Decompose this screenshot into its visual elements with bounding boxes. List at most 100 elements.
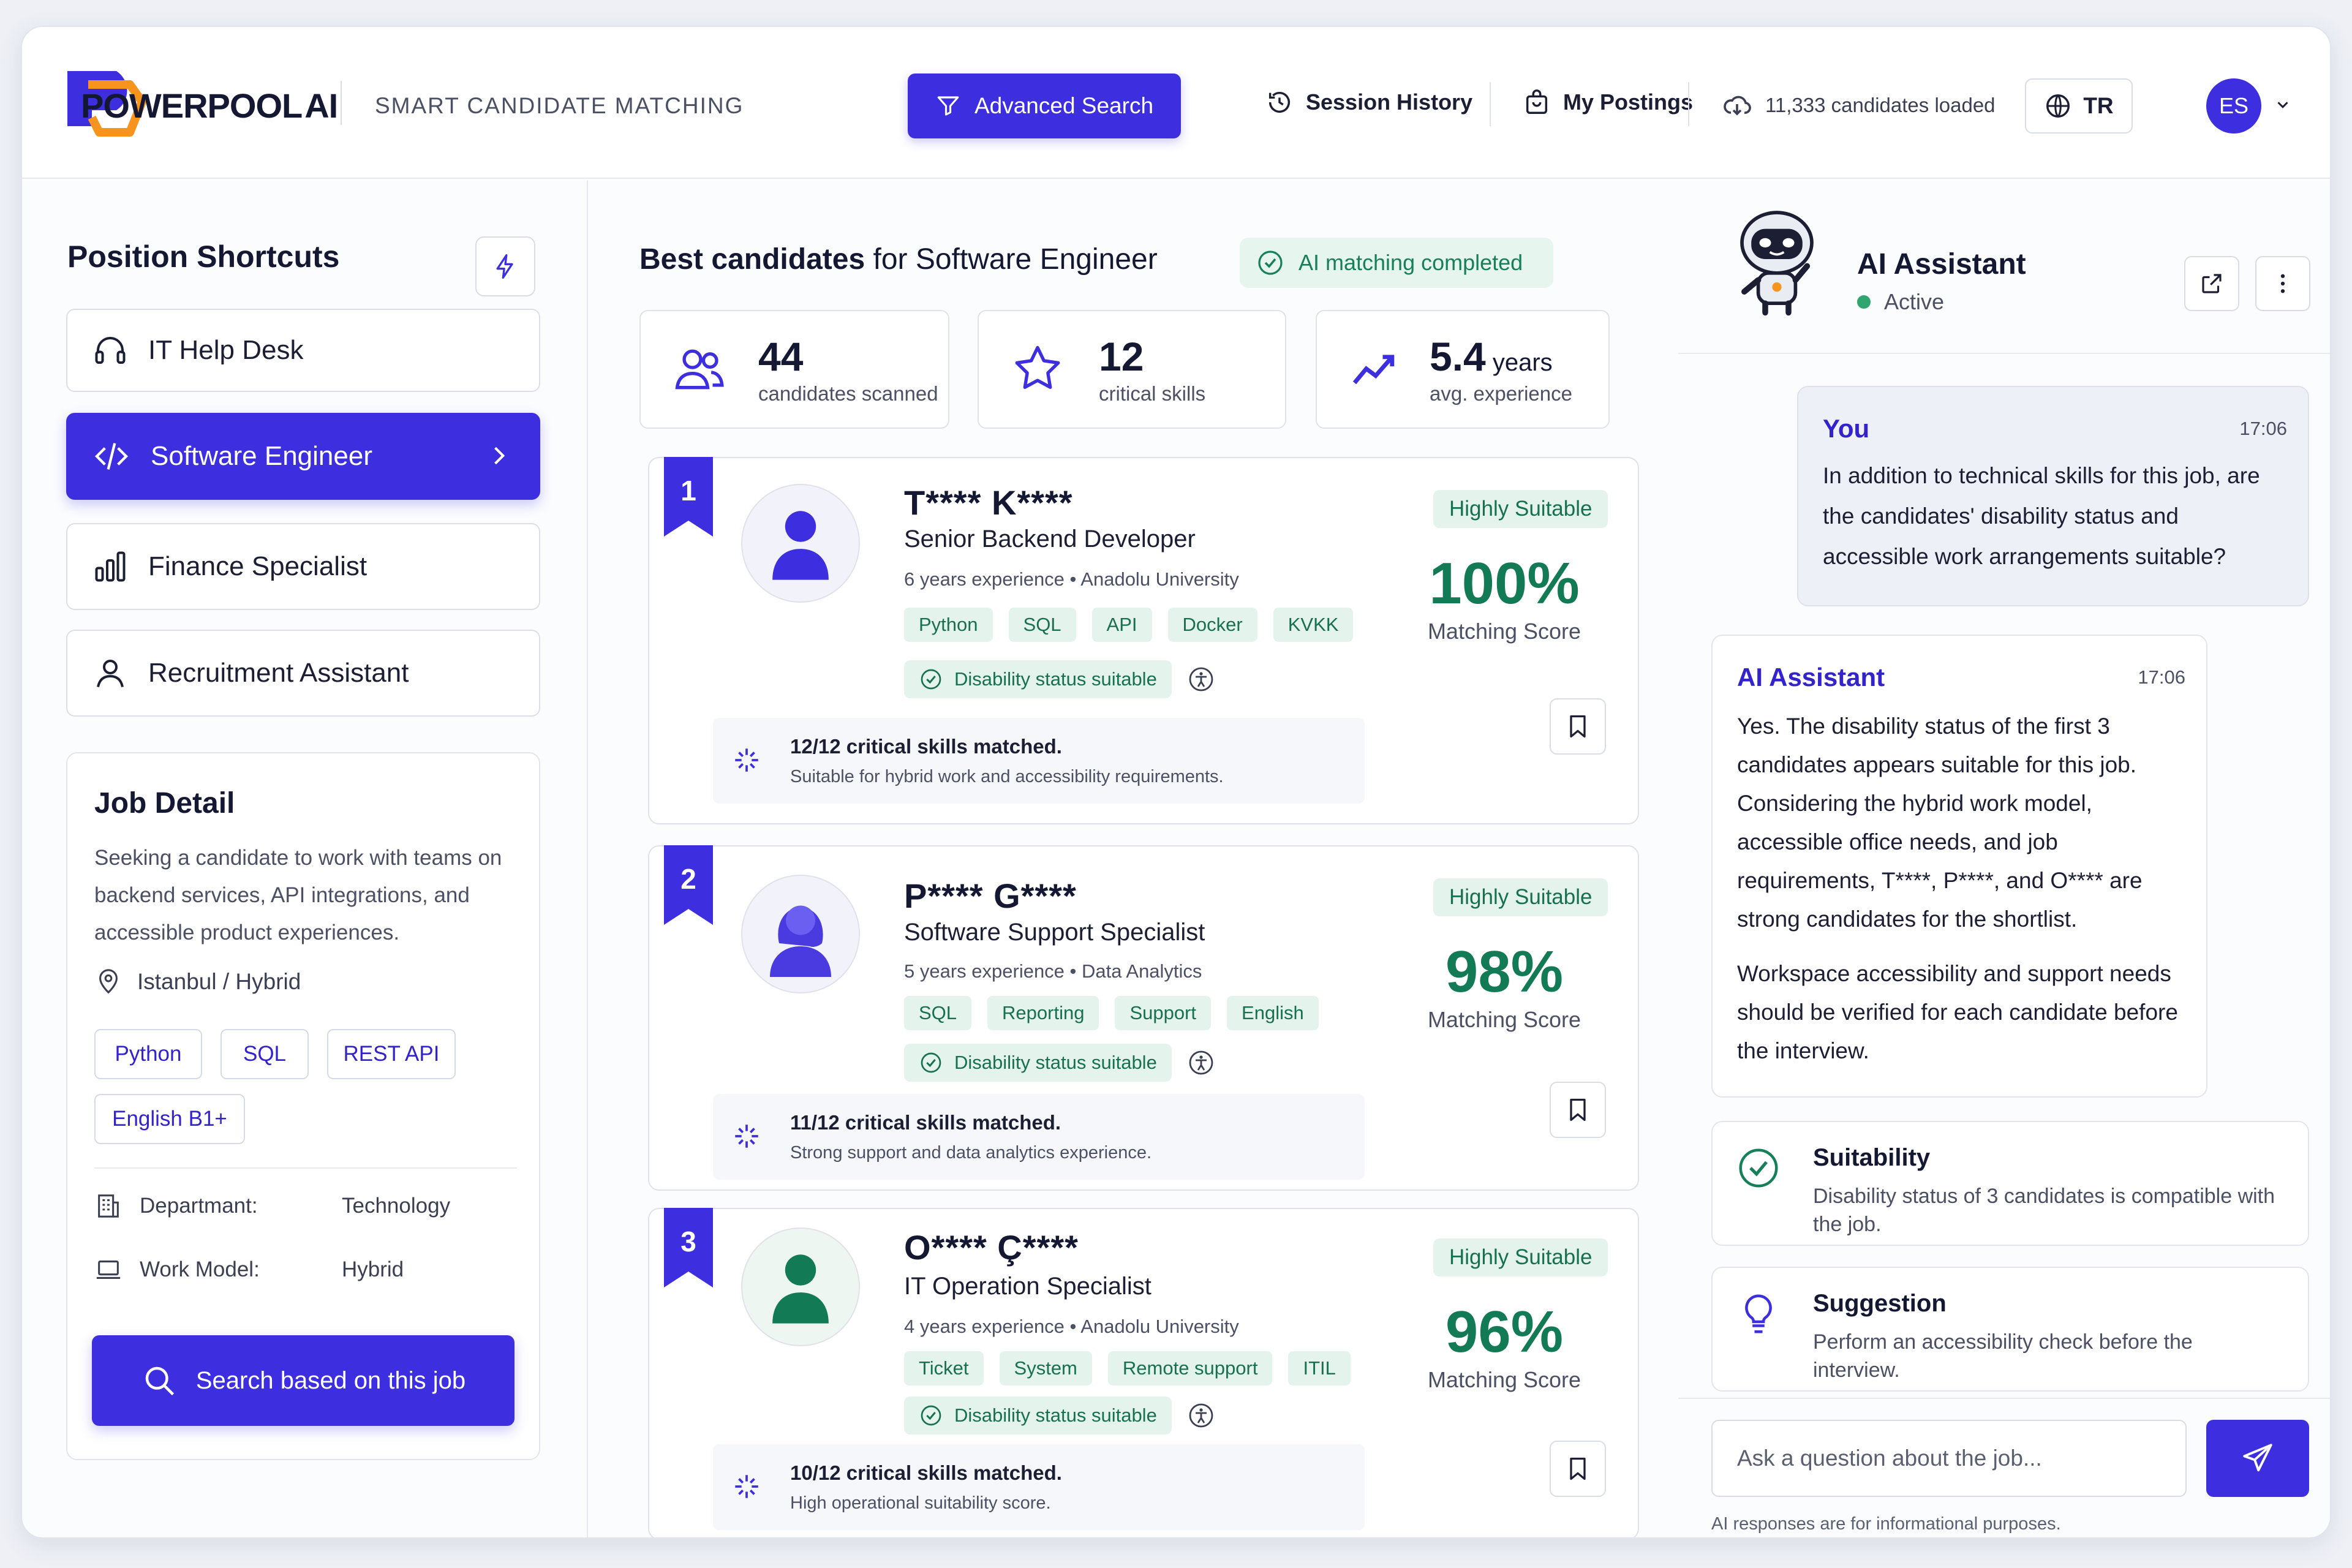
message-time: 17:06 <box>2138 666 2185 688</box>
rank-badge: 1 <box>664 457 713 537</box>
my-postings-link[interactable]: My Postings <box>1523 88 1693 116</box>
shortcut-it-help-desk[interactable]: IT Help Desk <box>66 309 540 392</box>
candidate-meta: 6 years experience • Anadolu University <box>904 568 1239 590</box>
shortcut-label: IT Help Desk <box>148 335 304 365</box>
assistant-message: AI Assistant 17:06 Yes. The disability s… <box>1711 635 2207 1098</box>
job-tag[interactable]: REST API <box>327 1029 456 1079</box>
check-circle-icon <box>921 1052 941 1073</box>
assistant-status-text: Active <box>1884 289 1945 314</box>
stat-value: 44 <box>758 334 804 379</box>
accessibility-icon <box>1189 1050 1213 1075</box>
disability-status-text: Disability status suitable <box>954 668 1157 690</box>
external-link-icon <box>2202 274 2222 293</box>
suitability-badge: Highly Suitable <box>1433 490 1608 528</box>
send-icon <box>2243 1444 2272 1472</box>
candidate-name: T**** K**** <box>904 483 1073 522</box>
skill-tag: System <box>999 1351 1092 1385</box>
search-based-on-job-button[interactable]: Search based on this job <box>92 1335 514 1426</box>
stat-label: candidates scanned <box>758 382 938 405</box>
search-icon <box>145 1366 174 1396</box>
star-icon <box>1015 345 1060 389</box>
rank-badge: 2 <box>664 845 713 925</box>
top-header: POWERPOOLAI SMART CANDIDATE MATCHING Adv… <box>22 27 2330 179</box>
skill-list: SQL Reporting Support English <box>904 996 1319 1030</box>
shortcut-label: Software Engineer <box>151 441 372 471</box>
skill-tag: Support <box>1115 996 1212 1030</box>
app-window: POWERPOOLAI SMART CANDIDATE MATCHING Adv… <box>21 26 2331 1539</box>
match-summary-desc: Strong support and data analytics experi… <box>790 1143 1152 1163</box>
candidates-loaded-status: 11,333 candidates loaded <box>1722 91 1996 120</box>
skill-tag: Docker <box>1167 608 1257 642</box>
match-summary-title: 11/12 critical skills matched. <box>790 1111 1061 1134</box>
bookmark-icon <box>1570 1098 1586 1121</box>
bookmark-icon <box>1570 715 1586 738</box>
job-tag[interactable]: English B1+ <box>94 1094 245 1144</box>
message-sender: You <box>1823 414 1870 443</box>
user-message: You 17:06 In addition to technical skill… <box>1797 386 2309 606</box>
divider <box>94 1167 517 1169</box>
language-switch[interactable]: TR <box>2025 78 2133 134</box>
bookmark-button[interactable] <box>1550 1441 1606 1497</box>
session-history-label: Session History <box>1306 89 1473 115</box>
match-summary-title: 10/12 critical skills matched. <box>790 1461 1062 1484</box>
message-text: Workspace accessibility and support need… <box>1737 961 2178 1063</box>
left-sidebar: Position Shortcuts IT Help Desk Software… <box>22 180 588 1537</box>
stat-value: 5.4 <box>1430 334 1486 379</box>
location-pin-icon <box>99 969 118 994</box>
candidate-card[interactable]: 3 O**** Ç**** IT Operation Specialist 4 … <box>648 1208 1639 1537</box>
skill-list: Ticket System Remote support ITIL <box>904 1351 1351 1385</box>
skill-tag: KVKK <box>1273 608 1354 642</box>
candidate-card[interactable]: 1 T**** K**** Senior Backend Developer 6… <box>648 457 1639 824</box>
matching-score-label: Matching Score <box>1427 1367 1581 1392</box>
ai-matching-status-badge: AI matching completed <box>1240 238 1553 288</box>
sparkle-icon <box>735 1125 758 1148</box>
advanced-search-button[interactable]: Advanced Search <box>908 74 1181 138</box>
message-sender: AI Assistant <box>1737 663 1885 692</box>
headset-icon <box>95 337 126 364</box>
cloud-download-icon <box>1724 96 1751 116</box>
check-circle-icon <box>921 1405 941 1426</box>
suggestion-card: Suggestion Perform an accessibility chec… <box>1711 1267 2309 1392</box>
bag-icon <box>1526 89 1548 114</box>
disability-status: Disability status suitable <box>904 1044 1216 1082</box>
candidate-role: Software Support Specialist <box>904 919 1205 946</box>
job-tag[interactable]: SQL <box>221 1029 309 1079</box>
suitability-card: Suitability Disability status of 3 candi… <box>1711 1121 2309 1246</box>
bookmark-button[interactable] <box>1550 1082 1606 1138</box>
stat-value: 12 <box>1099 334 1144 379</box>
send-button[interactable] <box>2206 1420 2309 1497</box>
open-external-button[interactable] <box>2184 256 2239 311</box>
avatar <box>741 484 860 603</box>
quick-action-button[interactable] <box>475 236 535 296</box>
ask-question-input[interactable] <box>1711 1420 2187 1497</box>
bookmark-button[interactable] <box>1550 698 1606 755</box>
more-options-button[interactable] <box>2255 256 2310 311</box>
user-avatar[interactable]: ES <box>2206 78 2261 134</box>
stat-unit: years <box>1485 349 1553 376</box>
card-title: Suitability <box>1813 1144 1931 1171</box>
shortcut-software-engineer[interactable]: Software Engineer <box>66 413 540 500</box>
matching-score: 98% <box>1445 939 1564 1005</box>
stat-label: avg. experience <box>1430 382 1572 405</box>
search-based-on-job-label: Search based on this job <box>195 1366 466 1394</box>
card-desc: Perform an accessibility check before th… <box>1813 1330 2193 1382</box>
work-model-label: Work Model: <box>140 1257 260 1281</box>
divider <box>1678 1398 2330 1399</box>
chevron-down-icon[interactable] <box>2274 96 2292 114</box>
candidate-role: IT Operation Specialist <box>904 1273 1152 1300</box>
shortcut-finance-specialist[interactable]: Finance Specialist <box>66 523 540 610</box>
logo[interactable]: POWERPOOLAI <box>56 59 363 145</box>
job-tag[interactable]: Python <box>94 1029 202 1079</box>
candidate-name: O**** Ç**** <box>904 1228 1079 1267</box>
candidate-card[interactable]: 2 P**** G**** Software Support Specialis… <box>648 845 1639 1191</box>
match-summary-desc: High operational suitability score. <box>790 1493 1051 1513</box>
stat-candidates-scanned: 44 candidates scanned <box>639 310 949 429</box>
candidate-role: Senior Backend Developer <box>904 526 1196 552</box>
ai-matching-status-text: AI matching completed <box>1298 250 1523 275</box>
suitability-badge: Highly Suitable <box>1433 1238 1608 1276</box>
ai-assistant-panel: AI Assistant Active You 17:06 In additio… <box>1678 180 2330 1537</box>
match-summary: 12/12 critical skills matched. Suitable … <box>713 718 1365 804</box>
session-history-link[interactable]: Session History <box>1265 88 1472 116</box>
building-icon <box>98 1194 119 1218</box>
shortcut-recruitment-assistant[interactable]: Recruitment Assistant <box>66 630 540 717</box>
